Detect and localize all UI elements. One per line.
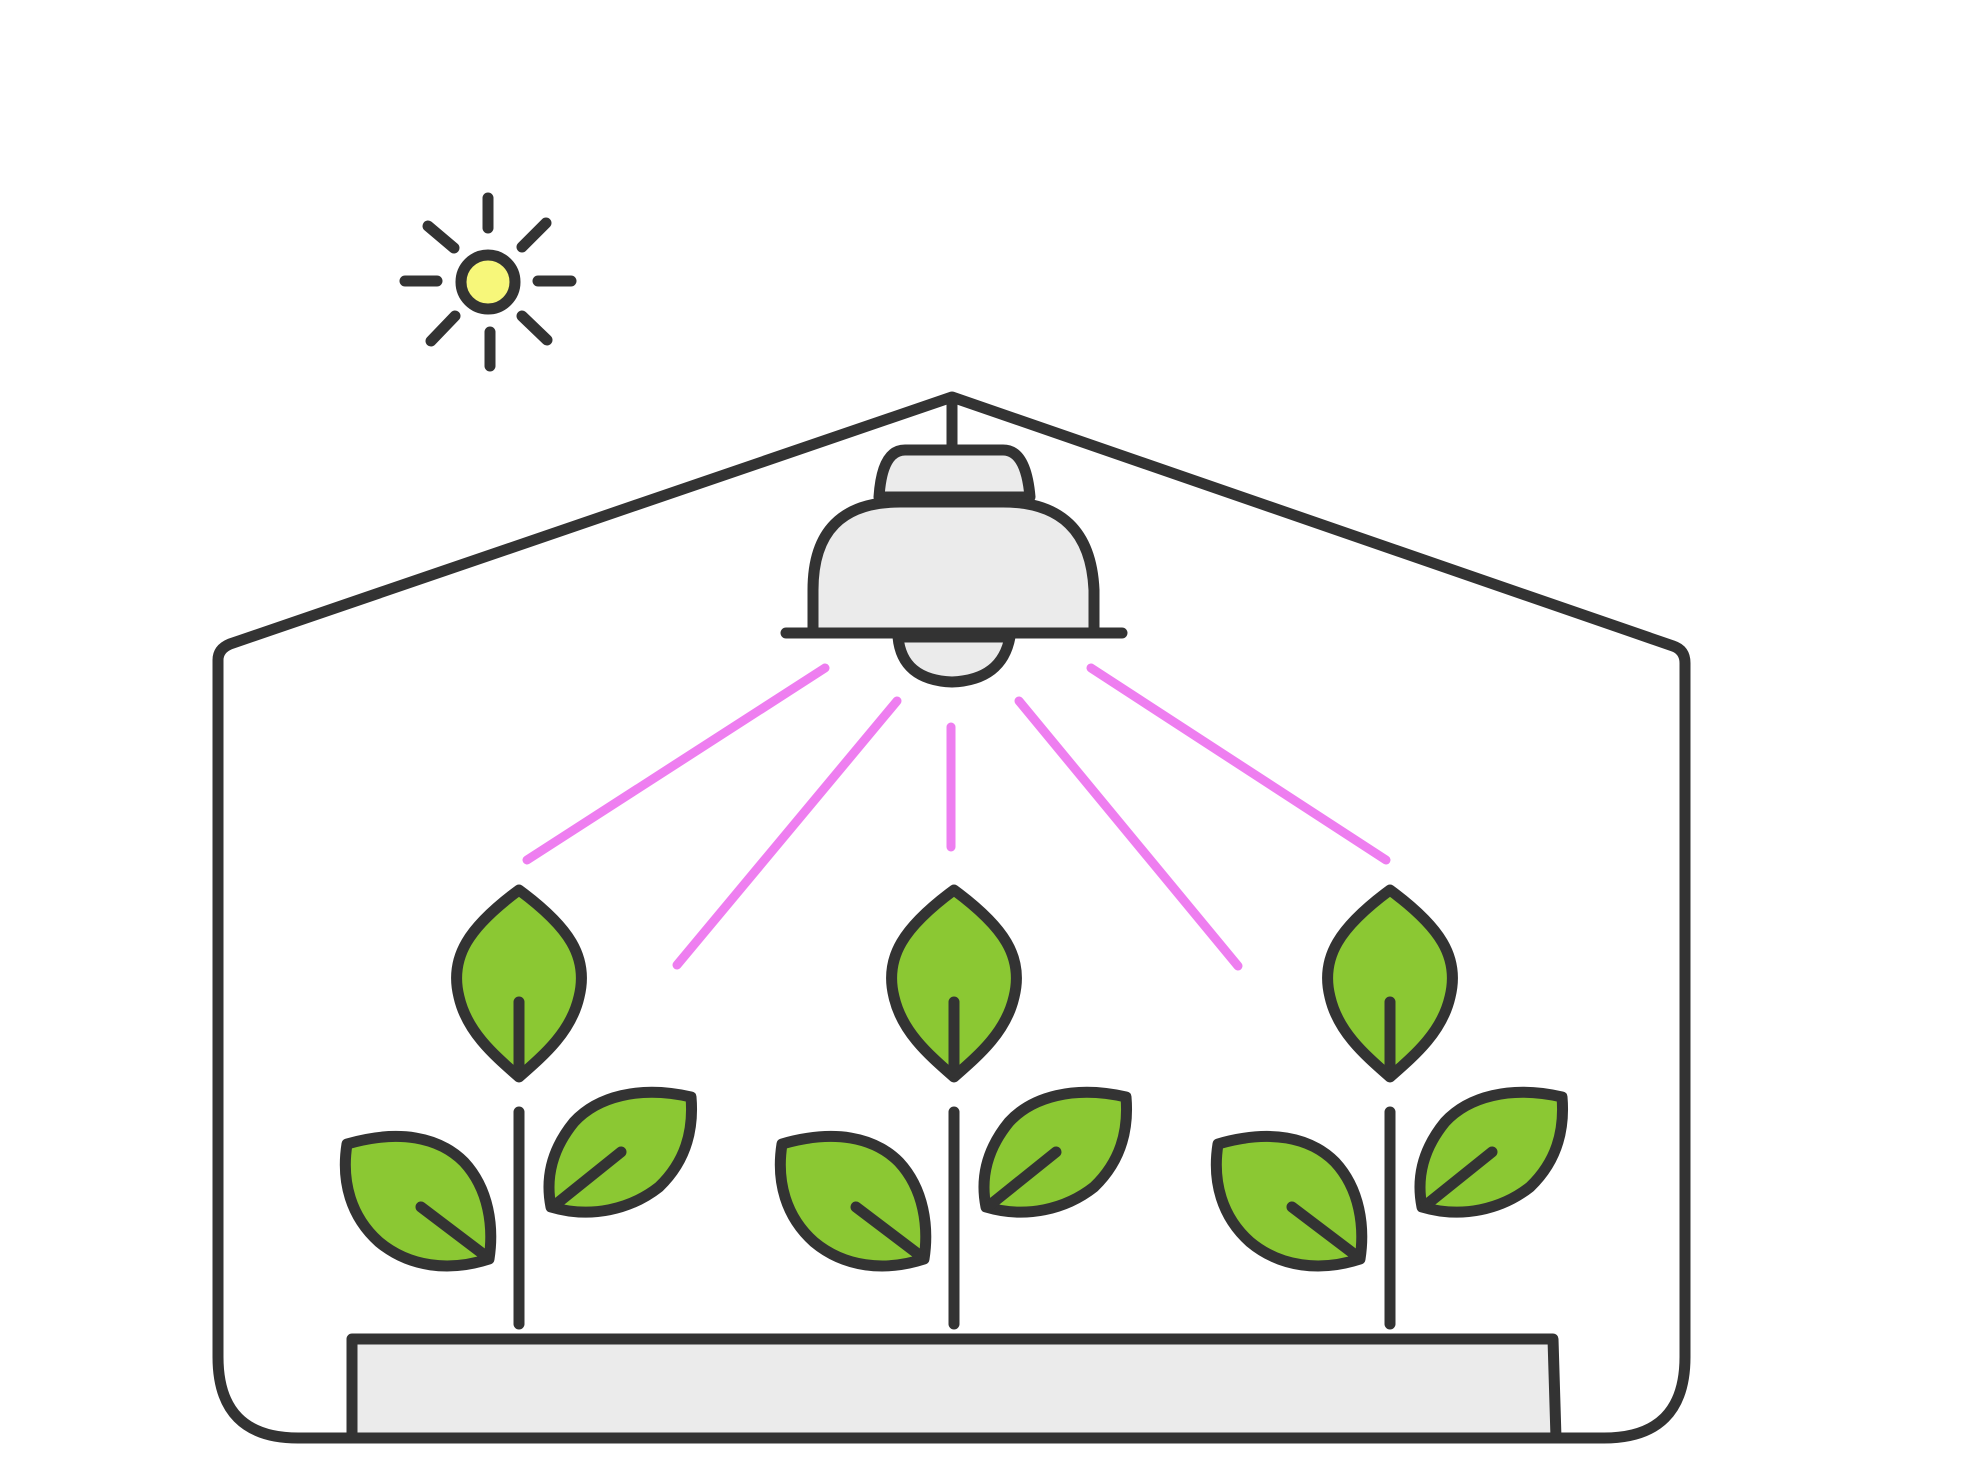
plant-icon: [345, 890, 691, 1324]
sun-icon: [399, 192, 577, 372]
plant-icon: [780, 890, 1126, 1324]
light-ray-icon: [522, 663, 830, 865]
grow-lamp-icon: [780, 394, 1128, 688]
light-ray-icon: [1014, 696, 1243, 971]
planter-tray-icon: [346, 1333, 1562, 1444]
light-ray-icon: [672, 696, 902, 970]
light-rays: [522, 663, 1391, 971]
plant-icon: [1216, 890, 1562, 1324]
light-ray-icon: [1086, 663, 1391, 865]
